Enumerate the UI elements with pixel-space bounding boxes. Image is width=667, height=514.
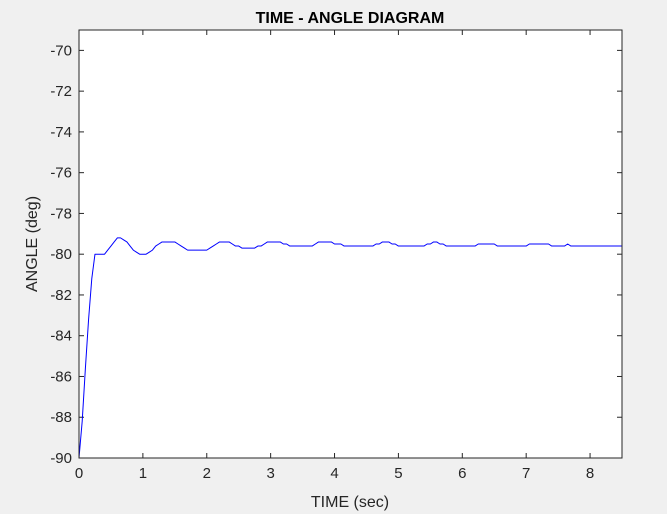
y-tick-label: -84 bbox=[50, 328, 72, 345]
x-axis-label: TIME (sec) bbox=[311, 494, 389, 511]
y-tick-label: -80 bbox=[50, 246, 72, 263]
x-tick-label: 2 bbox=[203, 465, 211, 482]
y-tick-label: -86 bbox=[50, 368, 72, 385]
y-tick-label: -82 bbox=[50, 287, 72, 304]
series-layer bbox=[78, 237, 622, 459]
y-tick-label: -78 bbox=[50, 205, 72, 222]
x-tick-label: 5 bbox=[394, 465, 402, 482]
x-tick-label: 7 bbox=[522, 465, 530, 482]
y-tick-label: -88 bbox=[50, 409, 72, 426]
x-tick-label: 4 bbox=[330, 465, 338, 482]
x-tick-label: 3 bbox=[266, 465, 274, 482]
x-tick-label: 6 bbox=[458, 465, 466, 482]
y-tick-label: -76 bbox=[50, 165, 72, 182]
y-tick-label: -70 bbox=[50, 42, 72, 59]
series-line bbox=[78, 237, 622, 459]
x-tick-label: 8 bbox=[586, 465, 594, 482]
y-tick-label: -72 bbox=[50, 83, 72, 100]
axes-frame bbox=[78, 29, 623, 459]
x-tick-label: 0 bbox=[75, 465, 83, 482]
chart-title: TIME - ANGLE DIAGRAM bbox=[256, 10, 445, 27]
y-tick-label: -90 bbox=[50, 450, 72, 467]
y-tick-label: -74 bbox=[50, 124, 72, 141]
ticks-layer: 0 1 2 3 4 5 6 7 8 -90 -88 -86 -84 -82 -80 -78 -76 -74 -72 -… bbox=[50, 30, 622, 482]
x-tick-label: 1 bbox=[139, 465, 147, 482]
y-axis-label: ANGLE (deg) bbox=[24, 196, 41, 292]
